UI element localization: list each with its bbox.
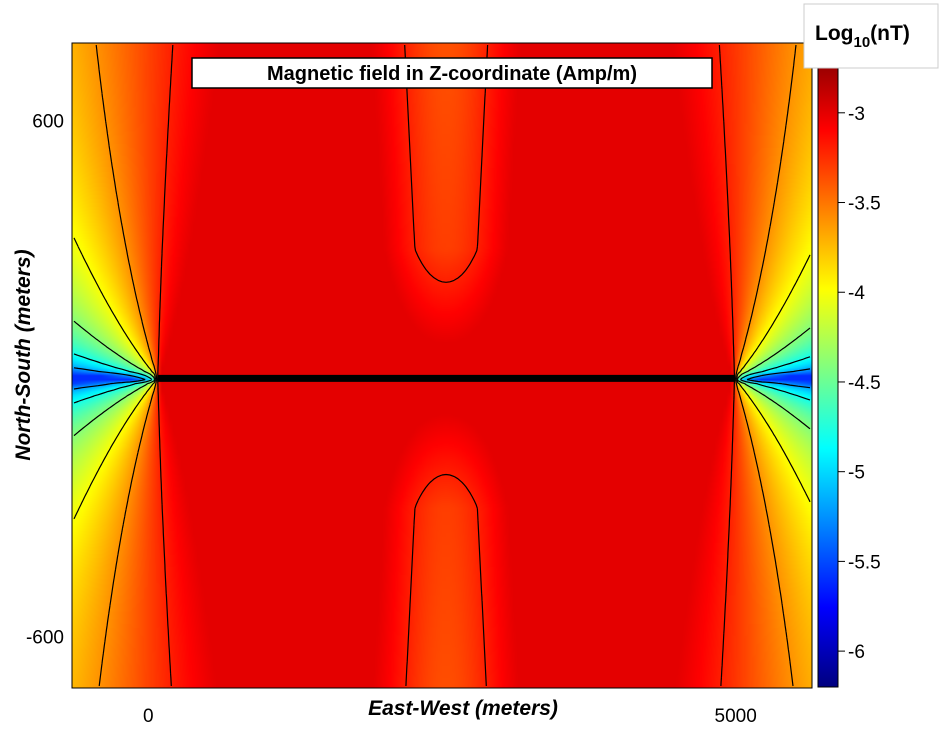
x-tick-label: 5000 [715,706,757,725]
contour-line [157,44,736,687]
colorbar-tick-label: -6 [848,642,865,663]
contour-line [73,353,811,404]
colorbar-ticks: -3 -3.5 -4 -4.5 -5 -5.5 -6 [838,104,881,663]
y-tick-label: 600 [32,111,64,132]
heatmap-image [72,43,812,688]
colorbar-title-log: Log [815,22,853,45]
colorbar-tick-label: -3.5 [848,194,881,215]
colorbar-title-unit: (nT) [870,22,910,45]
contour-line [95,44,797,687]
contour-line [73,237,811,520]
colorbar-title-subscript: 10 [853,34,870,51]
colorbar-tick-label: -3 [848,104,865,125]
y-axis-label: North-South (meters) [12,249,35,460]
y-axis-ticks: 600 -600 [26,111,64,648]
contour-lines [73,44,811,687]
chart-title: Magnetic field in Z-coordinate (Amp/m) [267,63,637,85]
colorbar-tick-label: -4.5 [848,373,881,394]
colorbar-tick-label: -5 [848,463,865,484]
x-tick-label: 0 [143,706,154,725]
contour-line [73,320,811,437]
plot-frame [71,42,813,689]
colorbar-tick-label: -5.5 [848,552,881,573]
heatmap-area [72,43,812,688]
x-axis-label: East-West (meters) [368,697,558,720]
title-box [191,57,713,89]
colorbar [817,49,839,688]
colorbar-title: Log10(nT) [815,22,910,51]
colorbar-tick-label: -4 [848,283,865,304]
y-tick-label: -600 [26,627,64,648]
colorbar-title-box [803,3,939,69]
x-axis-ticks: 0 5000 [143,706,757,727]
contour-line [73,367,811,390]
